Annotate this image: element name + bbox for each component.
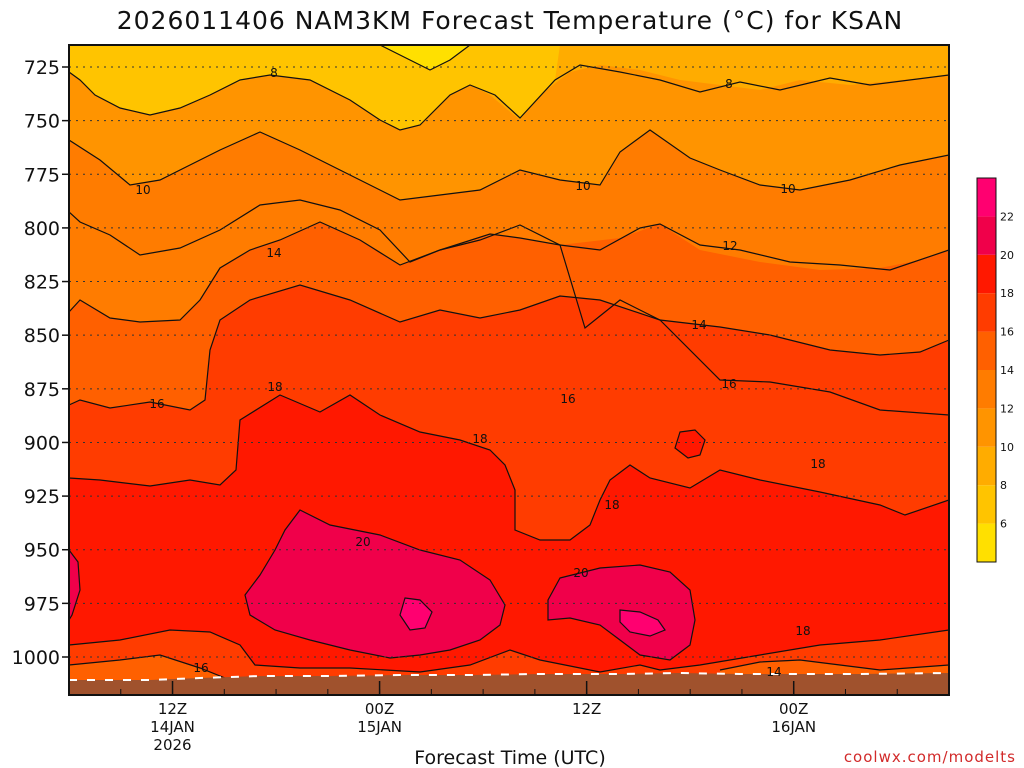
contour-8 [69,64,949,131]
x-tick-label: 12Z [158,700,187,718]
y-tick-label: 850 [24,325,60,347]
colorbar-segment [977,408,996,447]
y-tick-label: 1000 [12,647,60,669]
colorbar-tick-label: 12 [1000,402,1014,415]
colorbar-frame [976,177,997,563]
colorbar-segment [977,370,996,409]
colorbar-tick-label: 10 [1000,441,1014,454]
contour-label: 18 [472,432,487,446]
plot-frame [68,44,950,696]
x-tick-label: 00Z [365,700,394,718]
contour-label: 10 [780,182,795,196]
y-tick-label: 900 [24,432,60,454]
y-tick-label: 950 [24,540,60,562]
contour-label: 12 [722,239,737,253]
chart-title: 2026011406 NAM3KM Forecast Temperature (… [117,6,904,35]
contour-label: 14 [691,318,706,332]
y-tick-label: 750 [24,111,60,133]
ground-surface-line [69,671,949,681]
colorbar-legend: 6 8 10 12 14 16 18 20 22 [976,177,1014,563]
plot-area [69,45,949,695]
colorbar-tick-label: 20 [1000,249,1014,262]
y-tick-label: 775 [24,164,60,186]
contour-10 [69,129,949,201]
colorbar-tick-label: 16 [1000,326,1014,339]
x-axis-label: Forecast Time (UTC) [414,747,605,768]
band-22-24-left [400,598,432,630]
contour-label: 16 [721,377,736,391]
y-tick-label: 925 [24,486,60,508]
contour-6 [379,45,471,71]
contour-label: 18 [795,624,810,638]
colorbar-tick-label: 18 [1000,287,1014,300]
contour-20-left [244,509,506,659]
x-tick-date: 15JAN [357,718,402,736]
colorbar-segment [977,331,996,370]
y-tick-label: 975 [24,593,60,615]
colorbar-segment [977,216,996,255]
y-tick-label: 800 [24,218,60,240]
y-tick-label: 825 [24,272,60,294]
contour-label: 16 [560,392,575,406]
band-20-22-left [245,510,505,658]
colorbar-tick-label: 22 [1000,210,1014,223]
contour-22-right [619,609,666,637]
contour-18-spot [674,429,706,459]
contour-label: 16 [193,661,208,675]
contour-14-lower [719,659,949,671]
x-tick-label: 00Z [779,700,808,718]
contour-16 [69,284,949,416]
colorbar-segment [977,293,996,332]
credit-text: coolwx.com/modelts [844,748,1016,766]
band-4-6 [380,45,470,70]
x-tick-date: 14JAN [150,718,195,736]
contour-label: 16 [149,397,164,411]
x-tick-label: 12Z [572,700,601,718]
contour-16-lower [69,654,231,681]
band-20-22-edge [69,550,80,620]
colorbar-segment [977,523,996,562]
contour-label: 8 [725,77,733,91]
contour-labels: 8 8 10 10 10 14 12 14 16 16 16 18 18 18 … [135,66,825,679]
colorbar-segment [977,178,996,217]
colorbar-tick-label: 14 [1000,364,1014,377]
contour-12 [69,199,949,271]
contour-label: 10 [135,183,150,197]
contour-lines [69,45,949,681]
contour-label: 20 [355,535,370,549]
contour-label: 18 [267,380,282,394]
colorbar-segment [977,446,996,486]
contour-label: 10 [575,179,590,193]
x-tick-date: 16JAN [771,718,816,736]
contour-18 [69,394,949,541]
contour-20-edge [69,549,81,621]
contour-label: 8 [270,66,278,80]
contour-label: 14 [766,665,781,679]
colorbar-segment [977,485,996,524]
colorbar-segment [977,254,996,294]
contour-label: 18 [604,498,619,512]
contour-label: 20 [573,566,588,580]
band-22-24-right [620,610,665,636]
ground-terrain [69,673,949,695]
band-18-20-spot [675,430,705,458]
contour-20-right [547,564,696,661]
y-tick-label: 875 [24,379,60,401]
colorbar-tick-label: 6 [1000,518,1007,531]
x-tick-year: 2026 [153,736,191,754]
y-axis: 725 750 775 800 825 850 875 900 925 950 975 1000 [12,57,69,669]
colorbar-tick-label: 8 [1000,479,1007,492]
contour-label: 14 [266,246,281,260]
contour-label: 18 [810,457,825,471]
y-tick-label: 725 [24,57,60,79]
contour-22-left [399,597,433,631]
